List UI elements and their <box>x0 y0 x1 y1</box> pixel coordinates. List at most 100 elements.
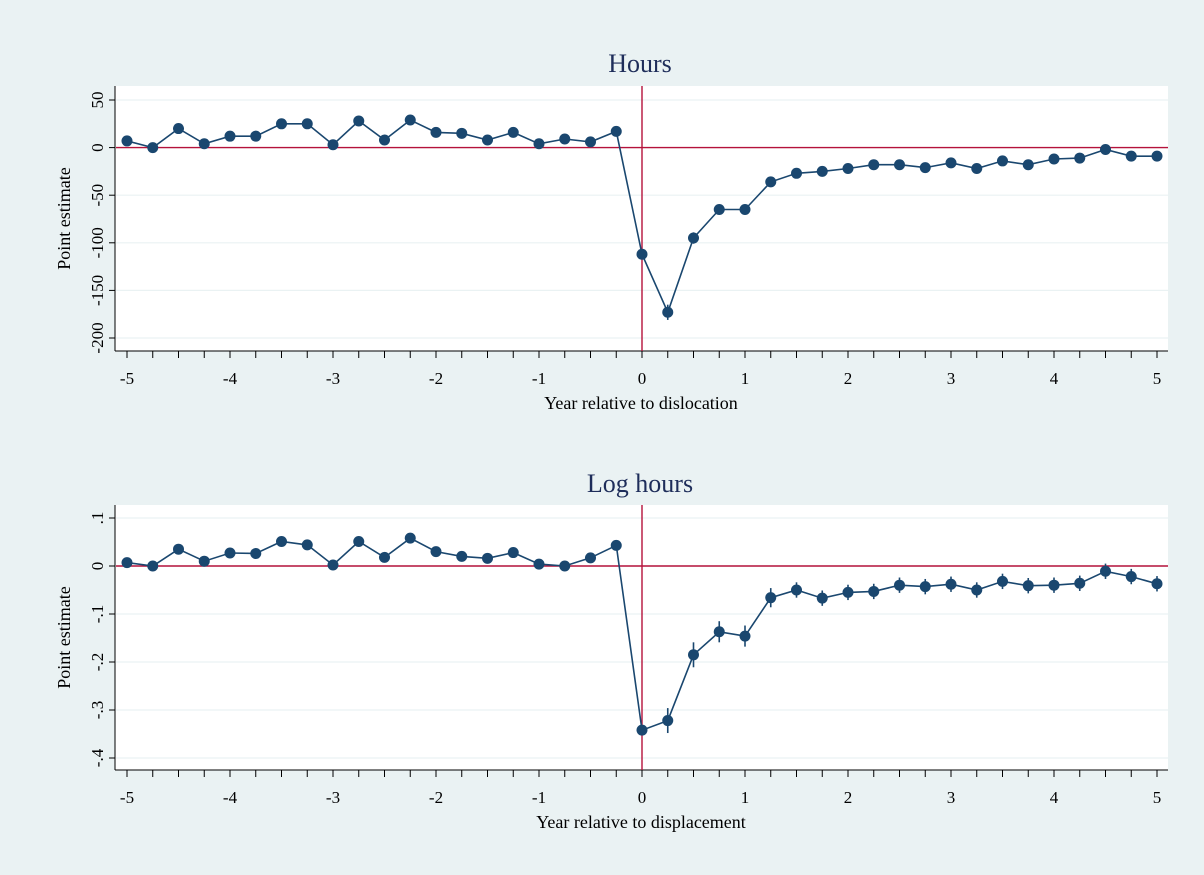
chart-title: Hours <box>608 49 672 78</box>
y-tick-label: 0 <box>88 143 107 152</box>
x-axis-label: Year relative to displacement <box>536 812 746 832</box>
data-point <box>121 557 133 569</box>
x-tick-label: 2 <box>844 369 853 388</box>
data-point <box>1125 150 1137 162</box>
chart-panel-2: .1 0 -.1 -.2 -.3 -.4 -5 -4 -3 -2 -1 0 1 2 3 4 5 Log hours… <box>54 469 1168 832</box>
data-point <box>713 203 725 215</box>
x-tick-label: -1 <box>532 788 546 807</box>
data-point <box>971 584 983 596</box>
data-point <box>1074 152 1086 164</box>
data-point <box>610 125 622 137</box>
data-point <box>945 157 957 169</box>
data-point <box>224 130 236 142</box>
data-point <box>585 552 596 564</box>
data-point <box>173 123 184 135</box>
data-point <box>765 176 777 188</box>
data-point <box>1048 153 1060 165</box>
data-point <box>894 579 905 591</box>
data-point <box>610 539 622 551</box>
data-point <box>224 547 236 559</box>
x-tick-label: -1 <box>532 369 546 388</box>
y-tick-label: 50 <box>88 92 107 109</box>
data-point <box>868 585 880 597</box>
y-axis-label: Point estimate <box>54 167 74 270</box>
x-tick-label: 3 <box>947 788 956 807</box>
data-point <box>894 159 905 171</box>
data-point <box>816 592 828 604</box>
data-point <box>1100 144 1111 156</box>
data-point <box>198 555 210 567</box>
data-point <box>1074 577 1086 589</box>
y-tick-label: -.3 <box>88 701 107 719</box>
data-point <box>636 724 648 736</box>
data-point <box>456 550 468 562</box>
data-point <box>147 142 159 154</box>
data-point <box>559 133 571 145</box>
data-point <box>739 203 751 215</box>
data-point <box>559 560 571 572</box>
data-point <box>276 536 287 548</box>
chart-title: Log hours <box>587 469 693 498</box>
data-point <box>482 552 493 564</box>
data-point <box>379 551 390 563</box>
x-tick-label: -4 <box>223 369 238 388</box>
x-tick-label: 4 <box>1050 788 1059 807</box>
data-point <box>327 559 339 571</box>
data-point <box>430 546 442 558</box>
data-point <box>997 155 1008 167</box>
data-point <box>147 560 159 572</box>
x-tick-label: -5 <box>120 788 134 807</box>
data-point <box>482 134 493 146</box>
data-point <box>739 630 751 642</box>
data-point <box>636 248 648 260</box>
data-point <box>250 548 262 560</box>
data-point <box>842 586 854 598</box>
y-tick-label: -50 <box>88 184 107 207</box>
y-tick-label: .1 <box>88 512 107 525</box>
x-tick-label: -2 <box>429 788 443 807</box>
data-point <box>379 134 390 146</box>
data-point <box>353 115 365 127</box>
x-tick-label: 1 <box>741 369 750 388</box>
x-tick-label: -4 <box>223 788 238 807</box>
data-point <box>1151 578 1163 590</box>
data-point <box>1100 565 1111 577</box>
data-point <box>868 159 880 171</box>
x-tick-label: 0 <box>638 788 647 807</box>
data-point <box>791 584 802 596</box>
data-point <box>1151 150 1163 162</box>
data-point <box>997 575 1008 587</box>
x-tick-label: 4 <box>1050 369 1059 388</box>
chart-panel-1: 50 0 -50 -100 -150 -200 -5 -4 -3 -2 -1 0 1 2 3 4 5 Hours Y… <box>54 49 1168 413</box>
data-point <box>816 165 828 177</box>
x-tick-label: 5 <box>1153 788 1162 807</box>
data-point <box>533 138 545 150</box>
data-point <box>250 130 262 142</box>
data-point <box>688 649 699 661</box>
x-tick-label: -5 <box>120 369 134 388</box>
y-tick-label: -150 <box>88 275 107 306</box>
x-tick-label: 0 <box>638 369 647 388</box>
data-point <box>919 581 931 593</box>
x-tick-label: 2 <box>844 788 853 807</box>
data-point <box>353 536 365 548</box>
data-point <box>301 118 313 130</box>
data-point <box>662 715 674 727</box>
data-point <box>1048 579 1060 591</box>
data-point <box>456 127 468 139</box>
data-point <box>919 162 931 174</box>
data-point <box>533 558 545 570</box>
data-point <box>585 136 596 148</box>
data-point <box>507 547 519 559</box>
y-axis-label: Point estimate <box>54 586 74 689</box>
y-tick-label: -.1 <box>88 605 107 623</box>
x-tick-label: -3 <box>326 369 340 388</box>
data-point <box>404 114 416 126</box>
y-tick-label: -.2 <box>88 653 107 671</box>
x-tick-label: 1 <box>741 788 750 807</box>
data-point <box>1125 571 1137 583</box>
data-point <box>507 126 519 138</box>
data-point <box>765 592 777 604</box>
data-point <box>945 578 957 590</box>
